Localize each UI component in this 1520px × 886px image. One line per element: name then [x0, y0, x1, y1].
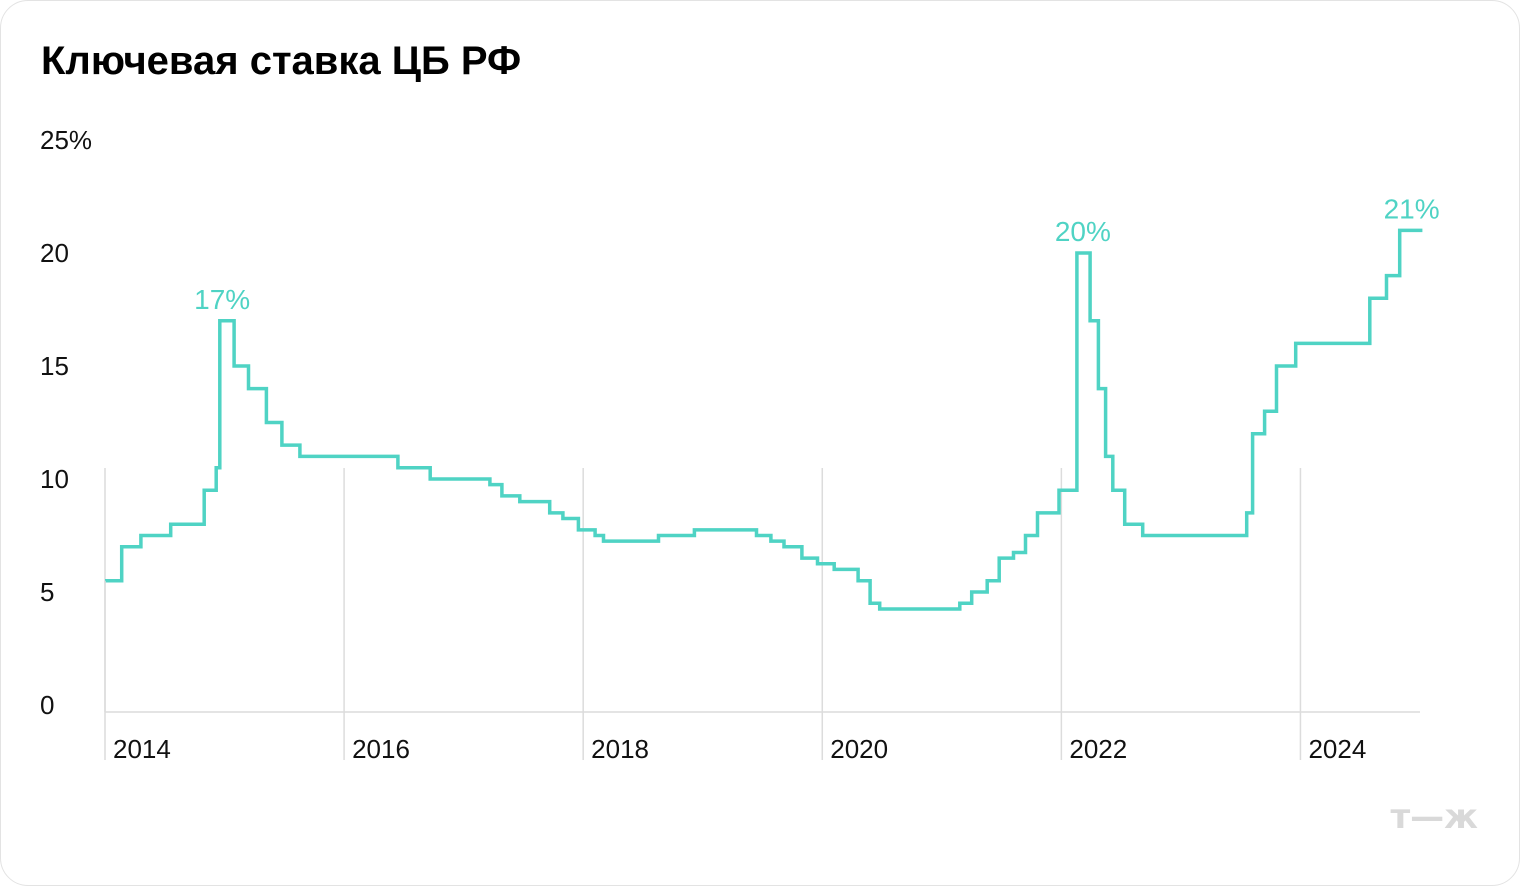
- y-tick-label: 15: [40, 351, 69, 381]
- x-tick-label: 2020: [830, 734, 888, 764]
- y-tick-label: 25%: [40, 125, 92, 155]
- y-tick-label: 0: [40, 690, 54, 720]
- y-tick-label: 5: [40, 577, 54, 607]
- rate-series-line: [105, 228, 1423, 611]
- peak-label: 21%: [1384, 193, 1440, 224]
- x-tick-label: 2022: [1069, 734, 1127, 764]
- y-tick-label: 20: [40, 238, 69, 268]
- chart-title: Ключевая ставка ЦБ РФ: [41, 39, 522, 83]
- x-tick-label: 2018: [591, 734, 649, 764]
- peak-label: 17%: [194, 284, 250, 315]
- x-tick-label: 2024: [1308, 734, 1366, 764]
- y-tick-label: 10: [40, 464, 69, 494]
- brand-logo: т—ж: [1390, 797, 1478, 837]
- x-tick-label: 2016: [352, 734, 410, 764]
- x-tick-label: 2014: [113, 734, 171, 764]
- peak-label: 20%: [1055, 216, 1111, 247]
